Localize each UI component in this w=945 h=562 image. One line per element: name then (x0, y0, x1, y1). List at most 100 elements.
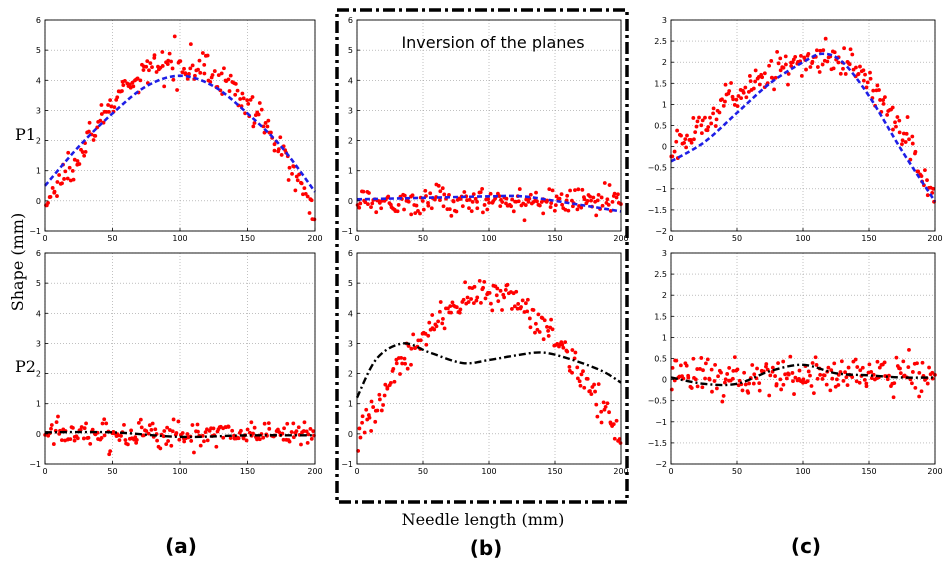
measured-point (559, 192, 564, 196)
y-tick-label: −1 (341, 227, 353, 236)
measured-point (709, 121, 714, 126)
measured-point (55, 194, 59, 198)
measured-point (813, 355, 818, 360)
measured-point (424, 342, 429, 347)
measured-point (357, 205, 362, 210)
y-tick-label: 3 (662, 249, 667, 258)
measured-point (570, 348, 575, 352)
measured-point (65, 176, 70, 181)
measured-point (255, 437, 259, 442)
measured-point (121, 83, 126, 88)
measured-point (257, 101, 262, 105)
measured-point (778, 68, 783, 73)
measured-point (290, 171, 294, 176)
measured-point (66, 150, 71, 155)
measured-point (841, 66, 845, 71)
measured-point (808, 65, 813, 69)
measured-point (145, 59, 150, 64)
measured-point (842, 46, 846, 51)
measured-point (370, 201, 375, 206)
measured-point (171, 417, 176, 422)
y-tick-label: 5 (348, 46, 353, 55)
measured-point (577, 379, 582, 384)
measured-point (721, 104, 726, 108)
measured-point (410, 193, 415, 198)
measured-point (162, 84, 167, 89)
y-tick-label: −2 (655, 460, 667, 469)
measured-point (864, 384, 869, 389)
measured-point (361, 189, 366, 194)
measured-point (519, 305, 523, 309)
measured-point (489, 301, 493, 306)
measured-point (894, 355, 899, 360)
measured-point (820, 62, 825, 67)
measured-point (537, 203, 542, 208)
measured-point (205, 53, 210, 58)
measured-point (893, 120, 897, 125)
x-tick-label: 50 (107, 234, 117, 243)
x-tick-label: 150 (861, 234, 876, 243)
measured-point (488, 191, 493, 196)
measured-point (550, 188, 555, 193)
measured-point (869, 376, 874, 380)
measured-point (919, 389, 924, 394)
measured-point (855, 365, 860, 369)
measured-point (719, 370, 723, 375)
x-tick-label: 0 (354, 467, 359, 476)
measured-point (781, 359, 786, 364)
measured-point (440, 321, 445, 326)
measured-point (108, 98, 113, 103)
measured-point (897, 130, 902, 135)
y-tick-label: 4 (36, 76, 41, 85)
y-tick-label: 1 (348, 400, 353, 409)
measured-point (897, 118, 902, 123)
measured-point (106, 103, 111, 107)
measured-point (267, 426, 272, 431)
measured-point (871, 88, 876, 93)
measured-point (791, 379, 795, 383)
measured-point (72, 438, 77, 443)
measured-point (373, 419, 378, 424)
measured-point (375, 408, 380, 413)
y-tick-label: 1.5 (654, 79, 667, 88)
measured-point (561, 345, 566, 350)
measured-point (711, 111, 715, 116)
measured-point (138, 417, 143, 422)
measured-point (430, 313, 435, 317)
measured-point (579, 205, 584, 210)
measured-point (549, 317, 553, 322)
measured-point (467, 206, 471, 211)
measured-point (674, 139, 679, 144)
measured-point (764, 362, 769, 366)
measured-point (211, 426, 216, 431)
measured-point (160, 50, 165, 54)
measured-point (402, 193, 407, 198)
measured-point (230, 428, 235, 433)
measured-point (248, 97, 253, 102)
x-tick-label: 100 (172, 234, 187, 243)
measured-point (475, 199, 479, 204)
measured-point (309, 198, 314, 203)
measured-point (669, 387, 674, 392)
measured-point (549, 201, 554, 206)
measured-point (374, 210, 379, 215)
measured-point (109, 104, 114, 109)
measured-point (175, 88, 179, 92)
measured-point (449, 310, 453, 315)
measured-point (266, 118, 271, 123)
measured-point (779, 387, 784, 392)
measured-point (790, 371, 795, 375)
measured-point (170, 429, 175, 434)
measured-point (241, 436, 246, 441)
measured-point (905, 115, 910, 119)
y-tick-label: 6 (36, 249, 41, 258)
measured-point (820, 377, 825, 381)
y-tick-label: 0 (662, 143, 667, 152)
measured-point (712, 379, 717, 383)
measured-point (533, 321, 538, 326)
measured-point (312, 217, 317, 222)
x-tick-label: 150 (240, 467, 255, 476)
measured-point (699, 356, 704, 360)
measured-point (198, 70, 203, 75)
measured-point (233, 81, 238, 86)
